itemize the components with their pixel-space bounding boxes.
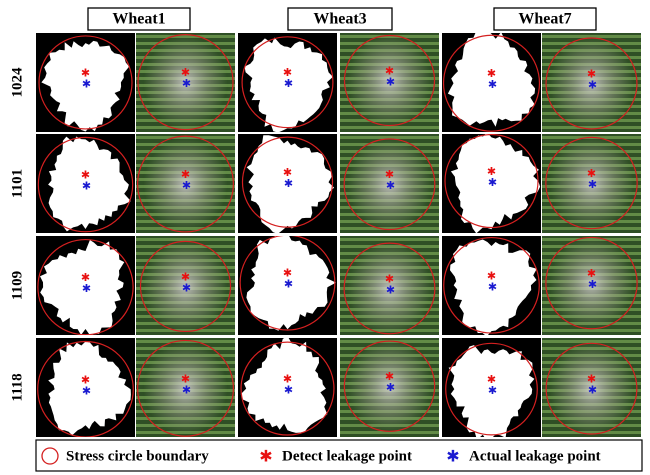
row-label: 1109 — [9, 271, 25, 300]
field-image: ✱✱ — [340, 236, 439, 335]
field-image: ✱✱ — [542, 134, 641, 233]
mask-image: ✱✱ — [36, 33, 135, 132]
leakage-marker: ✱ — [386, 179, 395, 192]
column-header: Wheat7 — [518, 11, 571, 28]
leakage-marker: ✱ — [284, 384, 293, 397]
mask-image: ✱✱ — [238, 230, 337, 335]
leakage-marker: ✱ — [82, 282, 91, 295]
row-label: 1101 — [9, 169, 25, 198]
leakage-marker: ✱ — [588, 78, 597, 91]
leakage-marker: ✱ — [82, 180, 91, 193]
crop-row — [542, 329, 641, 332]
field-image: ✱✱ — [136, 236, 235, 335]
mask-image: ✱✱ — [238, 336, 337, 437]
mask-image: ✱✱ — [442, 30, 541, 132]
row-label: 1118 — [9, 373, 25, 401]
leakage-marker: ✱ — [82, 384, 91, 397]
leakage-marker: ✱ — [284, 77, 293, 90]
leakage-marker: ✱ — [488, 280, 497, 293]
field-image: ✱✱ — [136, 33, 235, 132]
mask-image: ✱✱ — [238, 33, 337, 133]
leakage-marker: ✱ — [284, 278, 293, 291]
legend-label: Detect leakage point — [282, 448, 412, 464]
mask-image: ✱✱ — [36, 236, 135, 335]
leakage-marker: ✱ — [82, 77, 91, 90]
mask-image: ✱✱ — [442, 338, 541, 441]
field-image: ✱✱ — [542, 33, 641, 132]
leakage-marker: ✱ — [182, 77, 191, 90]
leakage-marker: ✱ — [386, 75, 395, 88]
row-label: 1024 — [9, 67, 25, 98]
field-image: ✱✱ — [136, 134, 235, 233]
leakage-marker: ✱ — [182, 179, 191, 192]
figure: Wheat1Wheat3Wheat71024110111091118✱✱✱✱✱✱… — [0, 0, 650, 475]
leakage-marker: ✱ — [284, 177, 293, 190]
leakage-marker: ✱ — [182, 383, 191, 396]
leakage-marker: ✱ — [588, 384, 597, 397]
leakage-marker: ✱ — [488, 384, 497, 397]
mask-image: ✱✱ — [238, 134, 337, 234]
field-image: ✱✱ — [542, 338, 641, 437]
field-image: ✱✱ — [340, 338, 439, 437]
column-header: Wheat1 — [112, 11, 165, 28]
column-header: Wheat3 — [313, 11, 366, 28]
legend-star-icon: ✱ — [446, 447, 459, 466]
leakage-marker: ✱ — [588, 178, 597, 191]
leakage-marker: ✱ — [488, 78, 497, 91]
mask-image: ✱✱ — [442, 236, 541, 336]
field-image: ✱✱ — [542, 236, 641, 335]
field-image: ✱✱ — [340, 134, 439, 233]
legend-label: Stress circle boundary — [66, 448, 209, 464]
field-image: ✱✱ — [340, 33, 439, 132]
field-image: ✱✱ — [136, 338, 235, 437]
legend-label: Actual leakage point — [469, 448, 601, 464]
leakage-marker: ✱ — [182, 281, 191, 294]
mask-image: ✱✱ — [36, 338, 135, 437]
crop-row — [340, 238, 439, 241]
legend-star-icon: ✱ — [259, 447, 272, 466]
mask-image: ✱✱ — [442, 132, 541, 233]
crop-row — [542, 340, 641, 343]
leakage-marker: ✱ — [588, 278, 597, 291]
leakage-marker: ✱ — [386, 381, 395, 394]
leakage-marker: ✱ — [488, 176, 497, 189]
mask-image: ✱✱ — [36, 134, 135, 233]
leakage-marker: ✱ — [386, 283, 395, 296]
